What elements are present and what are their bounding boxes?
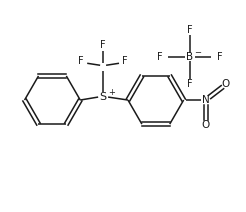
Text: F: F (187, 79, 192, 89)
Text: B: B (186, 52, 193, 62)
Text: −: − (194, 48, 201, 57)
Text: N: N (202, 95, 209, 105)
Text: S: S (100, 92, 107, 102)
Text: +: + (109, 88, 116, 97)
Text: F: F (122, 56, 128, 66)
Text: O: O (221, 79, 230, 89)
Text: O: O (201, 120, 210, 130)
Text: F: F (157, 52, 163, 62)
Text: F: F (78, 56, 84, 66)
Text: F: F (100, 40, 106, 50)
Text: F: F (187, 25, 192, 35)
Text: F: F (217, 52, 222, 62)
